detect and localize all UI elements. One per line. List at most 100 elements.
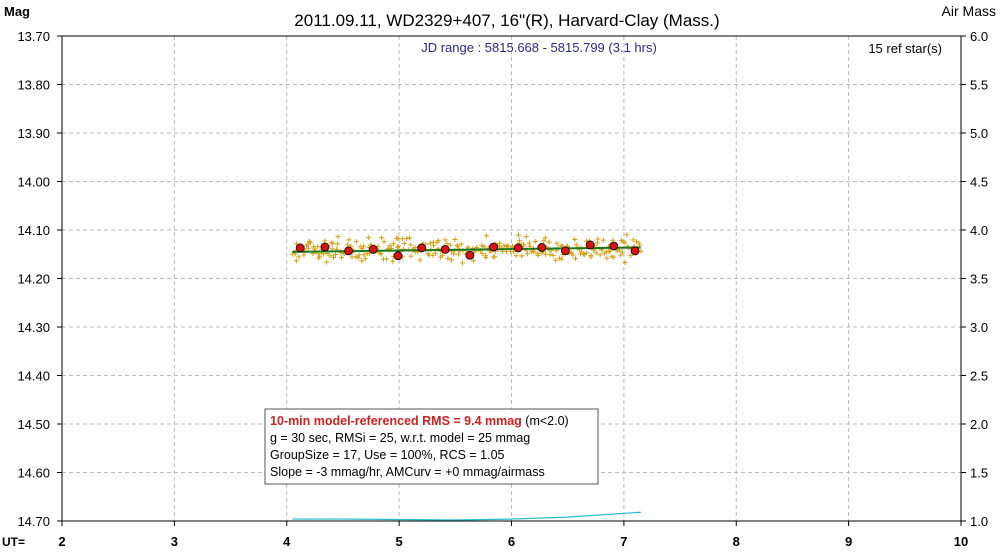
observation-point [334, 241, 340, 247]
group-mean-point [609, 241, 619, 251]
observation-point [384, 256, 390, 262]
observation-point [379, 235, 385, 241]
observation-point [346, 237, 352, 243]
observation-point [603, 249, 609, 255]
x-tick-label: 7 [620, 534, 627, 549]
observation-point [455, 244, 461, 250]
x-tick-label: 3 [171, 534, 178, 549]
y-right-tick-label: 2.5 [970, 369, 988, 384]
observation-point [317, 253, 323, 259]
group-mean-point [344, 246, 353, 256]
observation-point [519, 253, 525, 259]
observation-point [396, 243, 402, 249]
observation-point [580, 251, 586, 257]
observation-point [597, 252, 603, 258]
observation-point [542, 235, 548, 241]
axis-ticks: 2 3 4 5 6 7 8 9 10 13.70 6.0 13.80 5.5 13.90 5.0 14.00 4… [17, 29, 988, 549]
y-left-tick-label: 13.80 [17, 78, 50, 93]
observation-point [459, 260, 465, 266]
observation-point [330, 240, 336, 246]
x-axis-label: UT= [2, 535, 25, 549]
stats-rms-qualifier: (m<2.0) [522, 414, 569, 428]
observation-point [401, 240, 407, 246]
observation-point [470, 258, 476, 264]
y-right-tick-label: 6.0 [970, 29, 988, 44]
y-left-tick-label: 14.20 [17, 272, 50, 287]
observation-point [315, 244, 321, 250]
group-mean-point [417, 243, 427, 253]
x-tick-label: 5 [396, 534, 403, 549]
observation-point [395, 235, 401, 241]
observation-point [390, 258, 396, 264]
y-left-tick-label: 14.60 [17, 466, 50, 481]
observation-point [572, 237, 578, 243]
observation-point [445, 256, 451, 262]
observation-point [335, 234, 341, 240]
y-right-tick-label: 2.0 [970, 417, 988, 432]
observation-point [353, 239, 359, 245]
group-mean-point [320, 242, 330, 252]
group-mean-point [585, 240, 595, 250]
y-left-tick-label: 14.10 [17, 223, 50, 238]
group-mean-point [489, 242, 498, 252]
group-mean-point [537, 243, 547, 252]
observation-point [619, 249, 625, 255]
observation-point [517, 238, 523, 244]
observation-point [417, 257, 423, 263]
observation-point [600, 237, 606, 243]
observation-point [573, 242, 579, 248]
observation-point [359, 258, 365, 264]
observation-point [611, 254, 617, 260]
observation-point [361, 252, 367, 258]
observation-point [412, 244, 418, 250]
observation-point [381, 239, 387, 245]
observation-point [630, 237, 636, 243]
observation-point [633, 239, 639, 245]
observation-point [550, 252, 556, 258]
y-right-tick-label: 5.0 [970, 126, 988, 141]
observation-point [497, 240, 503, 246]
observation-point [554, 240, 560, 246]
y-left-tick-label: 14.40 [17, 369, 50, 384]
observation-point [479, 251, 485, 257]
group-mean-point [368, 244, 378, 254]
stats-box [264, 408, 599, 485]
x-tick-label: 8 [733, 534, 740, 549]
observation-point [584, 250, 590, 256]
y-right-tick-label: 1.0 [970, 514, 988, 529]
group-means [295, 240, 640, 261]
observation-point [366, 235, 372, 241]
x-tick-label: 10 [954, 534, 968, 549]
observation-point [628, 253, 634, 259]
group-mean-point [513, 243, 523, 253]
stats-line-rms: 10-min model-referenced RMS = 9.4 mmag (… [270, 414, 569, 428]
observation-point [526, 240, 532, 246]
x-tick-label: 4 [283, 534, 291, 549]
y-axis-right-label: Air Mass [942, 3, 996, 19]
y-left-tick-label: 14.00 [17, 175, 50, 190]
observation-point [515, 232, 521, 238]
observation-point [570, 252, 576, 258]
y-right-tick-label: 3.5 [970, 272, 988, 287]
y-left-tick-label: 14.70 [17, 514, 50, 529]
observation-point [353, 254, 359, 260]
group-mean-point [561, 246, 570, 256]
stats-rms-bold: 10-min model-referenced RMS = 9.4 mmag [270, 414, 522, 428]
observation-point [553, 257, 559, 263]
ref-stars-annotation: 15 ref star(s) [868, 41, 942, 56]
observation-point [427, 240, 433, 246]
y-right-tick-label: 4.0 [970, 223, 988, 238]
observation-point [573, 256, 579, 262]
observation-point [492, 254, 498, 260]
observation-point [618, 252, 624, 258]
jd-range-annotation: JD range : 5815.668 - 5815.799 (3.1 hrs) [421, 40, 657, 55]
observation-point [407, 235, 413, 241]
observation-point [294, 241, 300, 247]
observation-point [546, 239, 552, 245]
observation-point [458, 241, 464, 247]
observation-point [408, 242, 414, 248]
observation-point [479, 243, 485, 249]
y-axis-left-label: Mag [4, 4, 30, 19]
observation-point [525, 251, 531, 257]
